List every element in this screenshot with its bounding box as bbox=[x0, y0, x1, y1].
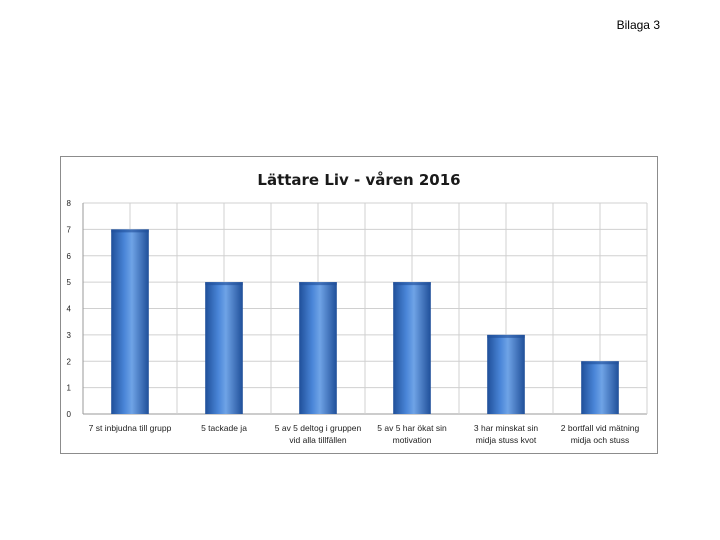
bars-layer bbox=[111, 229, 619, 414]
y-tick-label: 8 bbox=[67, 199, 72, 208]
chart-title: Lättare Liv - våren 2016 bbox=[257, 171, 460, 189]
grid-layer bbox=[82, 202, 648, 415]
bar bbox=[393, 282, 431, 414]
bar-top-edge bbox=[205, 282, 243, 286]
bar bbox=[205, 282, 243, 414]
bar-top-edge bbox=[299, 282, 337, 286]
chart-frame: Lättare Liv - våren 2016 0 1 2 3 4 5 6 7 8 7 st … bbox=[60, 156, 658, 454]
y-axis-ticks: 0 1 2 3 4 5 6 7 8 bbox=[67, 199, 72, 419]
bar-top-edge bbox=[111, 229, 149, 233]
x-axis-labels: 7 st inbjudna till grupp 5 tackade ja 5 av… bbox=[89, 423, 640, 445]
y-tick-label: 5 bbox=[67, 278, 72, 287]
bar bbox=[487, 334, 525, 414]
y-tick-label: 6 bbox=[67, 252, 72, 261]
x-category-label: 2 bortfall vid mätning midja och stuss bbox=[561, 423, 640, 445]
y-tick-label: 3 bbox=[67, 331, 72, 340]
bar-top-edge bbox=[393, 282, 431, 286]
x-category-label: 7 st inbjudna till grupp bbox=[89, 423, 172, 433]
y-tick-label: 2 bbox=[67, 357, 72, 366]
page-label: Bilaga 3 bbox=[616, 18, 660, 32]
x-category-label: 3 har minskat sin midja stuss kvot bbox=[474, 423, 539, 445]
bar-top-edge bbox=[581, 361, 619, 365]
bar bbox=[299, 282, 337, 414]
y-tick-label: 0 bbox=[67, 410, 72, 419]
y-tick-label: 7 bbox=[67, 225, 72, 234]
bar bbox=[111, 229, 149, 414]
x-category-label: 5 tackade ja bbox=[201, 423, 247, 433]
bar-top-edge bbox=[487, 334, 525, 338]
bar-chart: Lättare Liv - våren 2016 0 1 2 3 4 5 6 7 8 7 st … bbox=[67, 171, 648, 445]
x-category-label: 5 av 5 deltog i gruppen vid alla tillfäll… bbox=[275, 423, 362, 445]
y-tick-label: 4 bbox=[67, 305, 72, 314]
bar bbox=[581, 361, 619, 414]
x-category-label: 5 av 5 har ökat sin motivation bbox=[377, 423, 447, 445]
y-tick-label: 1 bbox=[67, 384, 72, 393]
